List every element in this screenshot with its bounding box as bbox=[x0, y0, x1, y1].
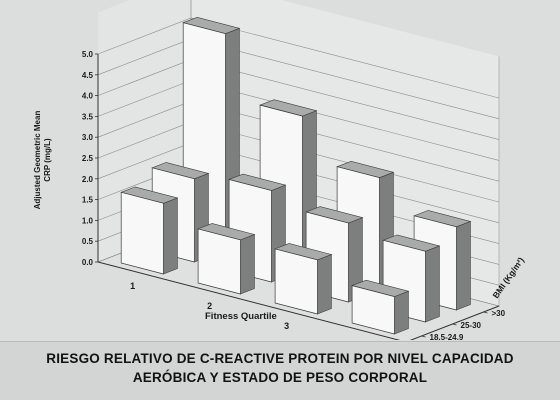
y-tick-label: 0.5 bbox=[82, 237, 94, 246]
bar-chart-3d: 0.00.51.01.52.02.53.03.54.04.55.0123418.… bbox=[33, 0, 526, 351]
z-tick bbox=[421, 335, 426, 338]
bar-front bbox=[274, 248, 318, 315]
bar-front bbox=[351, 285, 395, 335]
bar bbox=[197, 223, 256, 295]
x-axis-line bbox=[97, 261, 407, 343]
y-tick-label: 1.0 bbox=[82, 216, 94, 225]
bar-side bbox=[317, 254, 332, 315]
caption-line-2: AERÓBICA Y ESTADO DE PESO CORPORAL bbox=[132, 370, 428, 385]
y-axis-label-line2: CRP (mg/L) bbox=[43, 138, 52, 182]
x-tick-label: 3 bbox=[284, 321, 289, 331]
z-tick-label: >30 bbox=[492, 309, 506, 318]
y-tick-label: 4.5 bbox=[82, 71, 94, 80]
y-tick-label: 5.0 bbox=[82, 50, 94, 59]
bar-side bbox=[425, 245, 440, 323]
bar-side bbox=[456, 220, 471, 311]
x-axis-label: Fitness Quartile bbox=[205, 311, 277, 322]
y-tick-label: 3.0 bbox=[82, 133, 94, 142]
z-tick-label: 18.5-24.9 bbox=[430, 333, 464, 340]
y-axis-label-line1: Adjusted Geometric Mean bbox=[33, 111, 42, 210]
caption-line-1: RIESGO RELATIVO DE C-REACTIVE PROTEIN PO… bbox=[46, 351, 514, 366]
y-tick-label: 3.5 bbox=[82, 112, 94, 121]
bar-front bbox=[120, 191, 164, 275]
y-tick-label: 2.5 bbox=[82, 154, 94, 163]
y-tick-label: 1.5 bbox=[82, 196, 94, 205]
bar-side bbox=[240, 234, 255, 295]
bar-side bbox=[394, 290, 409, 335]
y-tick-label: 4.0 bbox=[82, 92, 94, 101]
bar bbox=[351, 279, 410, 335]
bar-side bbox=[163, 197, 178, 275]
bar bbox=[274, 243, 333, 315]
x-tick-label: 1 bbox=[130, 281, 135, 291]
bar-front bbox=[197, 228, 241, 295]
z-tick-label: 25-30 bbox=[461, 321, 482, 330]
z-tick bbox=[483, 311, 488, 314]
chart-caption: RIESGO RELATIVO DE C-REACTIVE PROTEIN PO… bbox=[0, 341, 560, 400]
bar bbox=[120, 186, 179, 275]
y-tick-label: 2.0 bbox=[82, 175, 94, 184]
z-tick bbox=[452, 323, 457, 326]
y-tick-label: 0.0 bbox=[82, 258, 94, 267]
x-tick-label: 2 bbox=[207, 301, 212, 311]
